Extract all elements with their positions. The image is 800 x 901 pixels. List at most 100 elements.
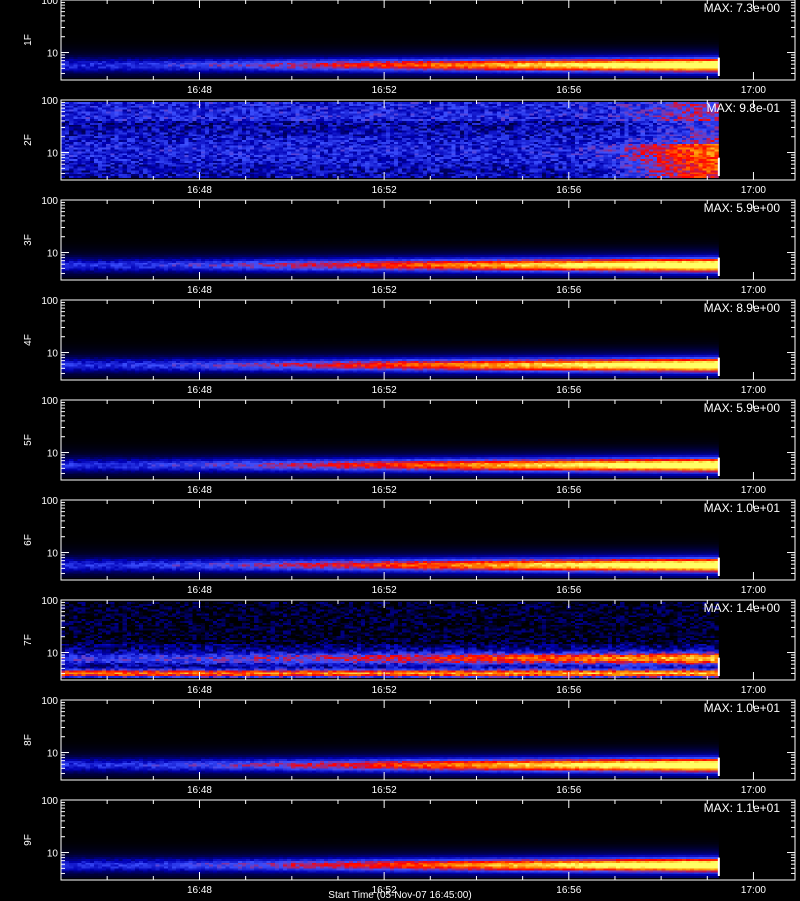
panel-frame	[60, 299, 796, 381]
y-tick-label: 100	[41, 596, 58, 607]
x-tick-label: 16:52	[372, 685, 397, 696]
panel-frame	[60, 699, 796, 781]
x-tick-label: 17:00	[741, 85, 766, 96]
panel-2f: 10 100 16:48 16:52 16:56 17:00 2F MAX: 9.8e-01	[23, 96, 796, 196]
x-tick-label: 16:52	[372, 285, 397, 296]
x-tick-label: 16:48	[187, 285, 212, 296]
heatmap-1f	[61, 2, 719, 78]
x-tick-label: 16:56	[556, 685, 581, 696]
x-tick-label: 16:56	[556, 885, 581, 896]
heatmap-6f	[61, 502, 719, 578]
x-tick-label: 16:48	[187, 685, 212, 696]
panel-3f: 10 100 16:48 16:52 16:56 17:00 3F MAX: 5.9e+00	[23, 196, 796, 296]
heatmap-4f	[61, 302, 719, 378]
panel-label: 7F	[23, 634, 34, 646]
x-tick-label: 16:48	[187, 85, 212, 96]
y-tick-label: 100	[41, 796, 58, 807]
x-tick-label: 16:56	[556, 185, 581, 196]
x-tick-label: 16:52	[372, 585, 397, 596]
y-tick-label: 10	[47, 349, 59, 360]
heatmap-7f	[61, 602, 719, 678]
panel-9f: 10 100 16:48 16:52 16:56 17:00 9F MAX: 1.1e+01	[23, 796, 796, 896]
x-tick-label: 16:52	[372, 185, 397, 196]
y-tick-label: 100	[41, 96, 58, 107]
x-tick-label: 17:00	[741, 685, 766, 696]
x-tick-label: 16:56	[556, 485, 581, 496]
panel-frame	[60, 599, 796, 681]
x-tick-label: 17:00	[741, 885, 766, 896]
x-tick-label: 16:56	[556, 385, 581, 396]
max-annotation: MAX: 1.1e+01	[704, 801, 781, 815]
panel-frame	[60, 0, 796, 81]
x-tick-label: 16:52	[372, 85, 397, 96]
y-tick-label: 10	[47, 549, 59, 560]
max-annotation: MAX: 8.9e+00	[704, 301, 781, 315]
x-tick-label: 16:48	[187, 885, 212, 896]
heatmap-3f	[61, 202, 719, 278]
panel-label: 2F	[23, 134, 34, 146]
y-tick-label: 10	[47, 249, 59, 260]
start-time-label: Start Time (05-Nov-07 16:45:00)	[328, 890, 472, 901]
panel-frame	[60, 499, 796, 581]
y-tick-label: 100	[41, 696, 58, 707]
panel-frame	[60, 799, 796, 881]
panel-1f: 10 100 16:48 16:52 16:56 17:00 1F MAX: 7.3e+00	[23, 0, 796, 96]
heatmap-8f	[61, 702, 719, 778]
x-tick-label: 17:00	[741, 785, 766, 796]
heatmap-9f	[61, 802, 719, 878]
panel-frame	[60, 199, 796, 281]
panel-5f: 10 100 16:48 16:52 16:56 17:00 5F MAX: 5.9e+00	[23, 396, 796, 496]
panel-4f: 10 100 16:48 16:52 16:56 17:00 4F MAX: 8.9e+00	[23, 296, 796, 396]
panel-8f: 10 100 16:48 16:52 16:56 17:00 8F MAX: 1.0e+01	[23, 696, 796, 796]
panel-6f: 10 100 16:48 16:52 16:56 17:00 6F MAX: 1.0e+01	[23, 496, 796, 596]
panel-label: 4F	[23, 334, 34, 346]
y-tick-label: 10	[47, 649, 59, 660]
x-tick-label: 17:00	[741, 385, 766, 396]
y-tick-label: 100	[41, 396, 58, 407]
x-tick-label: 16:52	[372, 885, 397, 896]
heatmap-2f	[61, 102, 719, 178]
panel-label: 6F	[23, 534, 34, 546]
y-tick-label: 10	[47, 149, 59, 160]
x-tick-label: 16:48	[187, 785, 212, 796]
heatmap-5f	[61, 402, 719, 478]
y-tick-label: 100	[41, 0, 58, 7]
max-annotation: MAX: 1.0e+01	[704, 701, 781, 715]
x-tick-label: 16:48	[187, 385, 212, 396]
y-tick-label: 100	[41, 296, 58, 307]
x-tick-label: 16:48	[187, 485, 212, 496]
panel-label: 5F	[23, 434, 34, 446]
panel-7f: 10 100 16:48 16:52 16:56 17:00 7F MAX: 1.4e+00	[23, 596, 796, 696]
y-tick-label: 10	[47, 849, 59, 860]
x-tick-label: 17:00	[741, 585, 766, 596]
max-annotation: MAX: 5.9e+00	[704, 201, 781, 215]
y-tick-label: 100	[41, 196, 58, 207]
max-annotation: MAX: 5.9e+00	[704, 401, 781, 415]
panel-label: 8F	[23, 734, 34, 746]
x-tick-label: 17:00	[741, 285, 766, 296]
max-annotation: MAX: 1.0e+01	[704, 501, 781, 515]
x-tick-label: 16:52	[372, 485, 397, 496]
panel-label: 3F	[23, 234, 34, 246]
x-tick-label: 17:00	[741, 485, 766, 496]
max-annotation: MAX: 9.8e-01	[707, 101, 781, 115]
x-tick-label: 16:48	[187, 585, 212, 596]
panel-frame	[60, 99, 796, 181]
x-tick-label: 16:52	[372, 385, 397, 396]
x-tick-label: 17:00	[741, 185, 766, 196]
x-tick-label: 16:48	[187, 185, 212, 196]
max-annotation: MAX: 1.4e+00	[704, 601, 781, 615]
x-tick-label: 16:56	[556, 85, 581, 96]
panel-label: 9F	[23, 834, 34, 846]
x-tick-label: 16:56	[556, 785, 581, 796]
x-tick-label: 16:56	[556, 285, 581, 296]
x-tick-label: 16:56	[556, 585, 581, 596]
panel-label: 1F	[23, 34, 34, 46]
panel-frame	[60, 399, 796, 481]
y-tick-label: 10	[47, 49, 59, 60]
y-tick-label: 10	[47, 749, 59, 760]
y-tick-label: 10	[47, 449, 59, 460]
x-tick-label: 16:52	[372, 785, 397, 796]
y-tick-label: 100	[41, 496, 58, 507]
